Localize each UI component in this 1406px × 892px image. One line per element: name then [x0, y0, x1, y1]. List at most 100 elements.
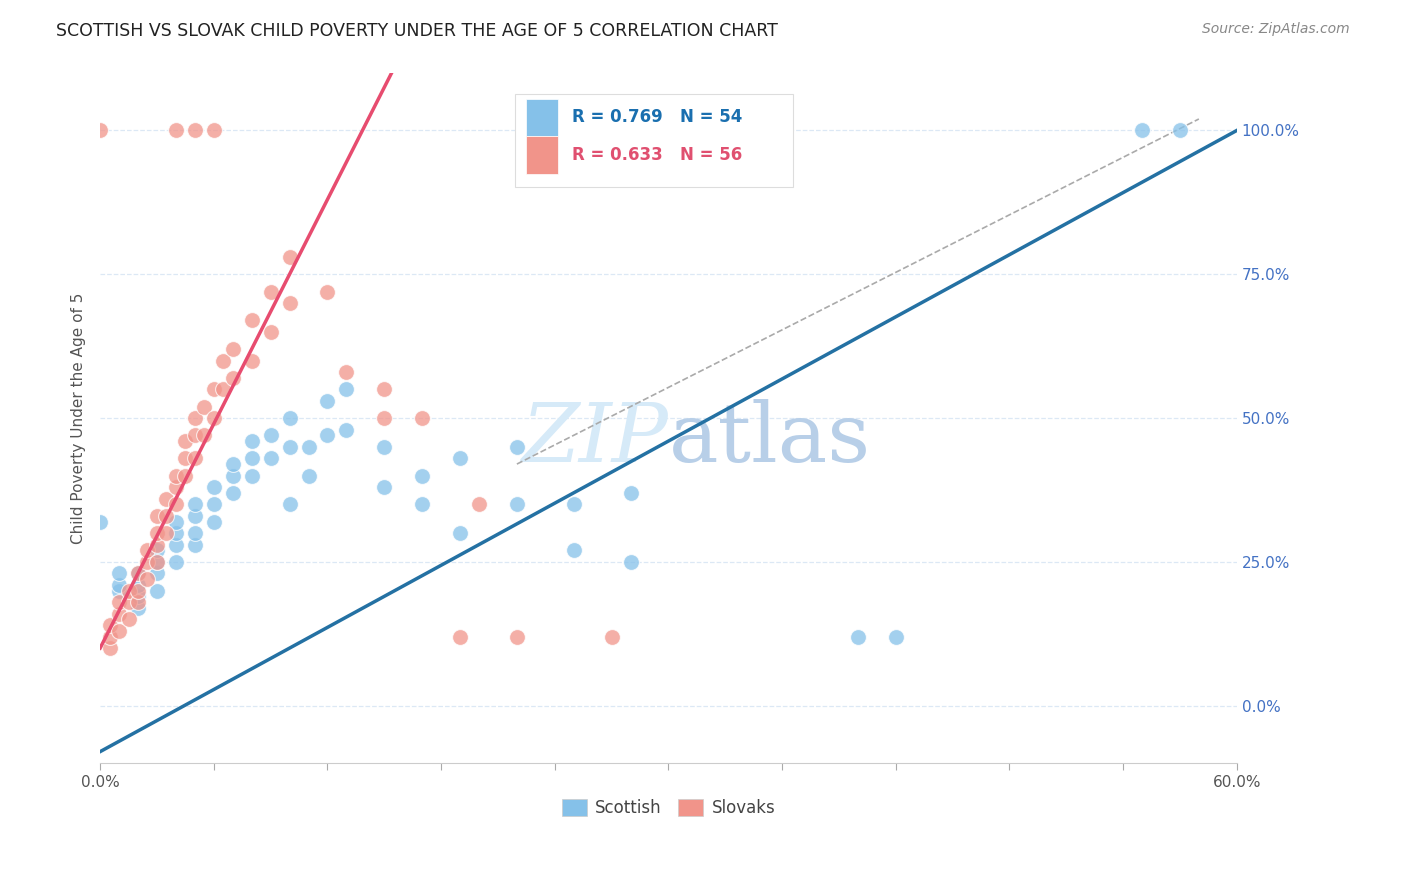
Point: [278, 250, 301, 264]
Point: [127, 600, 149, 615]
Point: [240, 353, 263, 368]
Point: [212, 382, 235, 396]
Point: [240, 313, 263, 327]
Point: [373, 480, 395, 494]
Point: [146, 543, 169, 558]
Point: [127, 595, 149, 609]
Text: R = 0.769   N = 54: R = 0.769 N = 54: [572, 109, 742, 127]
Point: [146, 555, 169, 569]
Point: [846, 630, 869, 644]
Text: atlas: atlas: [668, 399, 870, 479]
FancyBboxPatch shape: [526, 136, 558, 175]
Point: [127, 566, 149, 581]
Point: [619, 485, 641, 500]
Point: [117, 583, 139, 598]
Point: [146, 538, 169, 552]
Point: [506, 440, 529, 454]
Point: [222, 342, 245, 356]
Point: [202, 382, 225, 396]
Point: [297, 468, 319, 483]
Point: [278, 411, 301, 425]
Point: [89, 123, 111, 137]
Point: [335, 423, 357, 437]
Point: [127, 566, 149, 581]
Point: [278, 497, 301, 511]
Point: [108, 566, 131, 581]
Point: [108, 583, 131, 598]
Point: [316, 285, 339, 299]
Point: [278, 296, 301, 310]
Point: [155, 508, 177, 523]
Point: [165, 480, 187, 494]
Point: [259, 285, 281, 299]
Point: [165, 123, 187, 137]
Point: [240, 451, 263, 466]
Point: [155, 526, 177, 541]
Point: [108, 624, 131, 638]
Point: [108, 578, 131, 592]
Point: [174, 434, 197, 448]
Point: [165, 468, 187, 483]
Point: [165, 538, 187, 552]
Point: [127, 583, 149, 598]
Point: [449, 630, 471, 644]
Point: [335, 365, 357, 379]
Point: [193, 400, 215, 414]
Point: [506, 497, 529, 511]
Point: [146, 566, 169, 581]
Point: [373, 440, 395, 454]
Point: [240, 434, 263, 448]
Point: [146, 508, 169, 523]
Point: [184, 497, 207, 511]
Point: [600, 630, 623, 644]
Point: [259, 428, 281, 442]
Point: [449, 451, 471, 466]
Point: [202, 411, 225, 425]
Point: [184, 428, 207, 442]
Point: [411, 468, 433, 483]
Point: [108, 595, 131, 609]
Point: [165, 497, 187, 511]
Point: [222, 457, 245, 471]
Point: [146, 555, 169, 569]
Point: [98, 641, 121, 656]
Text: Source: ZipAtlas.com: Source: ZipAtlas.com: [1202, 22, 1350, 37]
Point: [202, 480, 225, 494]
Point: [184, 526, 207, 541]
Point: [127, 590, 149, 604]
Point: [884, 630, 907, 644]
Point: [449, 526, 471, 541]
Point: [562, 543, 585, 558]
Point: [165, 526, 187, 541]
Point: [259, 325, 281, 339]
Point: [146, 526, 169, 541]
Point: [202, 515, 225, 529]
Point: [506, 630, 529, 644]
Point: [184, 411, 207, 425]
Point: [136, 543, 159, 558]
Point: [174, 468, 197, 483]
Point: [155, 491, 177, 506]
Text: ZIP: ZIP: [522, 399, 668, 479]
Point: [184, 538, 207, 552]
Point: [108, 607, 131, 621]
Y-axis label: Child Poverty Under the Age of 5: Child Poverty Under the Age of 5: [72, 293, 86, 544]
Point: [212, 353, 235, 368]
Point: [98, 618, 121, 632]
Point: [222, 371, 245, 385]
Point: [193, 428, 215, 442]
Point: [146, 583, 169, 598]
Point: [411, 411, 433, 425]
Point: [411, 497, 433, 511]
Point: [117, 612, 139, 626]
Point: [202, 123, 225, 137]
Point: [174, 451, 197, 466]
FancyBboxPatch shape: [526, 98, 558, 136]
Point: [117, 595, 139, 609]
Text: R = 0.633   N = 56: R = 0.633 N = 56: [572, 146, 742, 164]
Point: [316, 428, 339, 442]
Point: [562, 497, 585, 511]
Point: [184, 123, 207, 137]
Point: [259, 451, 281, 466]
Point: [619, 555, 641, 569]
